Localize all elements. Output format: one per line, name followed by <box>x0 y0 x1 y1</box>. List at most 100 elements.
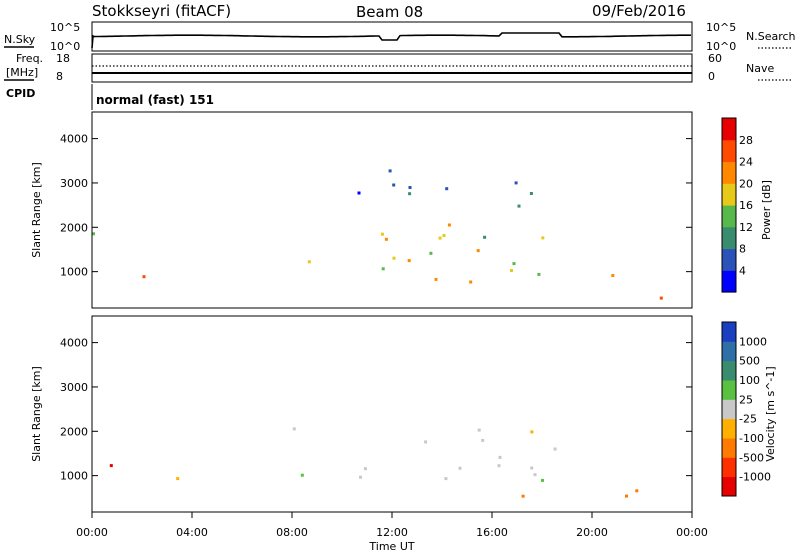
freq-label: Freq. <box>16 52 43 65</box>
velocity-panel-frame <box>91 315 693 513</box>
nsky-tick-top: 10^5 <box>50 21 80 34</box>
nsky-label: N.Sky <box>4 33 36 46</box>
plot-title: Stokkseyri (fitACF) <box>92 2 231 20</box>
power-echo-cell <box>307 260 311 264</box>
power-echo-cell <box>384 237 388 241</box>
velocity-colorbar-swatch <box>722 380 736 400</box>
power-ytick-label: 1000 <box>60 266 88 279</box>
nave-tick-top: 60 <box>708 52 722 65</box>
nsearch-label: N.Search <box>746 30 796 43</box>
power-ytick-label: 3000 <box>60 177 88 190</box>
power-colorbar-tick: 16 <box>739 199 753 212</box>
velocity-colorbar-swatch <box>722 476 736 497</box>
power-colorbar-tick: 20 <box>739 177 753 190</box>
power-echo-cell <box>392 256 396 260</box>
cpid-label: CPID <box>6 87 35 100</box>
beam-label: Beam 08 <box>356 3 423 21</box>
power-echo-cell <box>469 280 473 284</box>
velocity-echo-cell <box>521 494 525 498</box>
nsky-tick-bottom: 10^0 <box>50 40 80 53</box>
velocity-echo-cell <box>292 427 296 431</box>
velocity-colorbar-tick: -500 <box>739 451 764 464</box>
power-echo-cell <box>483 235 487 239</box>
velocity-echo-cell <box>176 477 180 481</box>
velocity-echo-cell <box>625 494 628 498</box>
power-echo-cell <box>381 267 385 271</box>
velocity-echo-cell <box>553 447 557 451</box>
nsearch-tick-top: 10^5 <box>706 21 736 34</box>
power-colorbar: 4 8 12 16 20 24 28 <box>721 117 753 293</box>
velocity-colorbar-tick: -100 <box>739 432 764 445</box>
velocity-echo-cell <box>444 477 448 481</box>
velocity-colorbar-frame <box>721 321 737 497</box>
xtick-label: 00:00 <box>676 526 708 539</box>
velocity-colorbar-swatch <box>722 341 736 362</box>
velocity-colorbar-swatch <box>722 399 736 420</box>
nave-tick-bottom: 0 <box>708 70 715 83</box>
velocity-echo-cell <box>424 440 428 444</box>
power-colorbar-swatch <box>722 139 736 163</box>
power-echo-cell <box>429 251 433 255</box>
nave-label: Nave <box>746 62 774 75</box>
power-echo-cell <box>142 275 146 279</box>
velocity-colorbar-tick: -1000 <box>739 471 771 484</box>
xtick-label: 04:00 <box>176 526 208 539</box>
power-echo-cell <box>541 236 545 240</box>
velocity-echo-cell <box>109 464 113 468</box>
cpid-text: normal (fast) 151 <box>96 93 214 107</box>
power-echo-cell <box>611 274 615 277</box>
power-colorbar-tick: 24 <box>739 156 753 169</box>
xtick-label: 16:00 <box>476 526 508 539</box>
power-echo-cell <box>510 269 513 272</box>
velocity-echo-cell <box>530 430 534 434</box>
power-colorbar-frame <box>721 117 737 293</box>
power-colorbar-tick: 12 <box>739 221 753 234</box>
power-echo-cell <box>380 232 384 236</box>
velocity-colorbar: 1000 500 100 25 -25 -100 -500 -1000 <box>721 321 771 497</box>
power-echo-cell <box>434 277 438 281</box>
velocity-colorbar-swatch <box>722 418 736 439</box>
velocity-echo-cell <box>458 466 462 470</box>
xtick-label: 12:00 <box>376 526 408 539</box>
xtick-label: 20:00 <box>576 526 608 539</box>
power-echo-cell <box>442 234 446 237</box>
nsky-trace <box>91 32 691 49</box>
power-colorbar-tick: 4 <box>739 264 746 277</box>
velocity-colorbar-tick: -25 <box>739 413 757 426</box>
velocity-echo-cell <box>635 489 639 493</box>
velocity-y-axis: 1000 2000 3000 4000 <box>60 337 692 483</box>
velocity-echo-cell <box>481 438 485 442</box>
velocity-echo-cell <box>477 428 481 432</box>
velocity-colorbar-swatch <box>722 457 736 478</box>
power-echo-cell <box>408 192 412 196</box>
power-colorbar-swatch <box>722 248 736 271</box>
freq-tick-bottom: 8 <box>56 70 63 83</box>
velocity-echo-cell <box>363 467 367 471</box>
velocity-ytick-label: 4000 <box>60 337 88 350</box>
power-echo-cell <box>476 249 480 253</box>
velocity-panel: 1000 2000 3000 4000 Slant Range [km] 1000 50… <box>30 315 777 553</box>
power-ytick-label: 2000 <box>60 221 88 234</box>
power-echo-cell <box>392 183 396 187</box>
velocity-echo-cell <box>359 475 362 479</box>
velocity-colorbar-tick: 1000 <box>739 335 767 348</box>
power-echo-cell <box>537 272 541 276</box>
power-echo-cell <box>517 204 521 208</box>
power-colorbar-swatch <box>722 161 736 184</box>
velocity-colorbar-tick: 25 <box>739 393 753 406</box>
nsearch-tick-bottom: 10^0 <box>706 40 736 53</box>
velocity-colorbar-swatch <box>722 438 736 458</box>
power-echo-cell <box>659 296 663 300</box>
velocity-colorbar-tick: 100 <box>739 374 760 387</box>
power-echo-cell <box>92 232 95 236</box>
velocity-colorbar-label: Velocity [m s^-1] <box>764 366 777 461</box>
power-panel-frame <box>91 111 693 309</box>
power-echo-cell <box>512 262 516 266</box>
velocity-echo-cell <box>533 473 537 477</box>
velocity-y-axis-label: Slant Range [km] <box>30 366 43 462</box>
power-y-axis: 1000 2000 3000 4000 <box>60 133 692 279</box>
power-echo-cell <box>407 259 411 263</box>
velocity-echo-cell <box>497 464 501 468</box>
power-echo-cell <box>445 187 449 191</box>
